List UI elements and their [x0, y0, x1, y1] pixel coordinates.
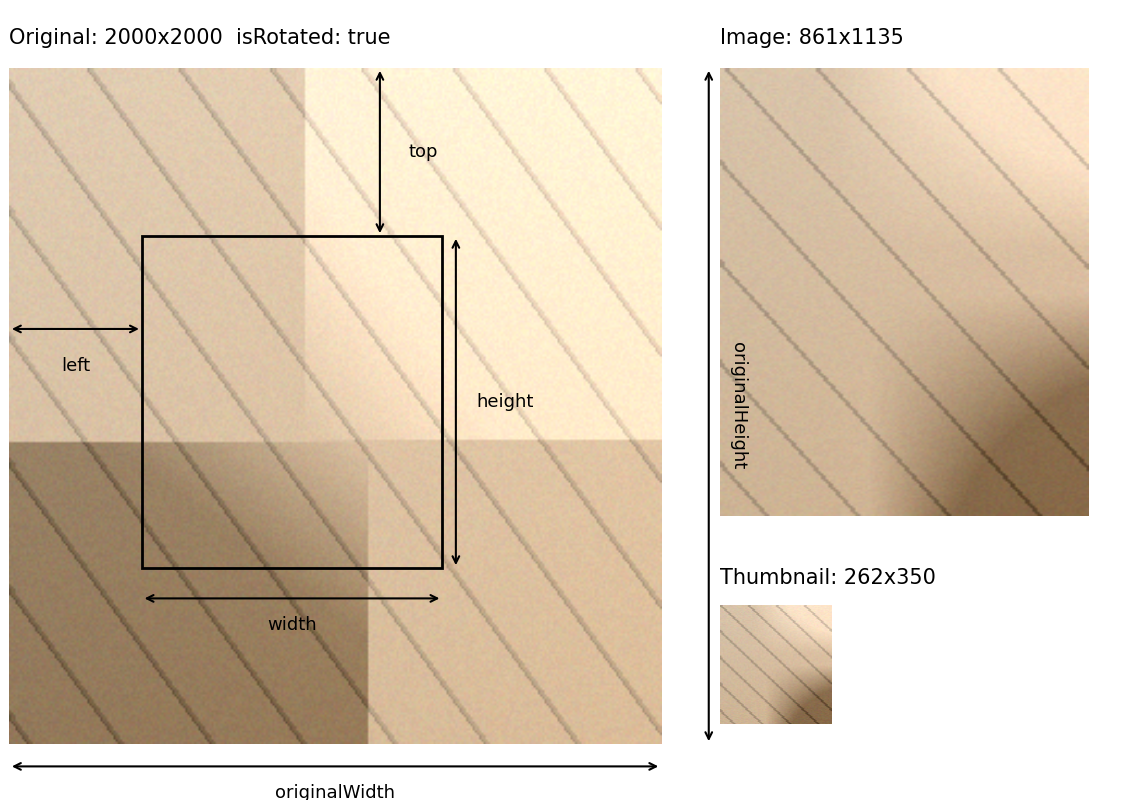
Text: left: left	[61, 357, 90, 375]
Bar	[142, 236, 442, 568]
Text: originalWidth: originalWidth	[276, 784, 395, 800]
Text: Original: 2000x2000  isRotated: true: Original: 2000x2000 isRotated: true	[9, 28, 390, 48]
Text: width: width	[268, 616, 316, 634]
Text: Thumbnail: 262x350: Thumbnail: 262x350	[720, 568, 936, 588]
Text: Image: 861x1135: Image: 861x1135	[720, 28, 904, 48]
Text: top: top	[408, 143, 438, 161]
Text: height: height	[476, 393, 534, 411]
Text: originalHeight: originalHeight	[729, 342, 747, 470]
